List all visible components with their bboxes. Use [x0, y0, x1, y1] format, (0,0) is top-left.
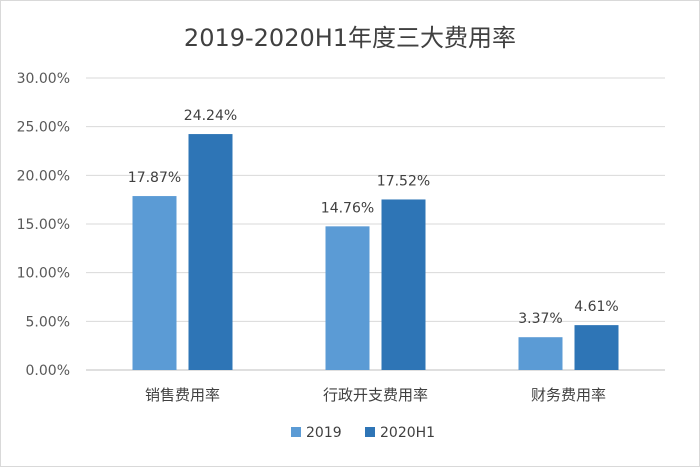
y-tick-label: 0.00%	[26, 363, 70, 379]
chart-title: 2019-2020H1年度三大费用率	[183, 24, 517, 52]
x-category-label: 行政开支费用率	[323, 386, 428, 404]
data-label: 17.87%	[128, 170, 181, 186]
bar-2019	[325, 226, 370, 370]
data-label: 14.76%	[321, 200, 374, 216]
bar-2019	[518, 337, 563, 370]
legend-label: 2020H1	[380, 425, 435, 441]
bar-2020H1	[188, 134, 233, 370]
data-label: 4.61%	[574, 299, 618, 315]
legend-swatch	[291, 427, 301, 437]
y-tick-label: 5.00%	[26, 314, 70, 330]
data-label: 3.37%	[518, 311, 562, 327]
y-tick-label: 25.00%	[17, 120, 70, 136]
x-category-label: 销售费用率	[145, 386, 220, 404]
bar-2020H1	[574, 325, 619, 370]
data-label: 17.52%	[377, 173, 430, 189]
y-tick-label: 20.00%	[17, 168, 70, 184]
y-tick-label: 30.00%	[17, 71, 70, 87]
legend-label: 2019	[306, 425, 342, 441]
bar-2019	[132, 196, 177, 370]
data-label: 24.24%	[184, 108, 237, 124]
x-category-label: 财务费用率	[531, 386, 606, 404]
y-tick-label: 10.00%	[17, 266, 70, 282]
y-tick-label: 15.00%	[17, 217, 70, 233]
bar-2020H1	[381, 199, 426, 370]
legend-swatch	[365, 427, 375, 437]
